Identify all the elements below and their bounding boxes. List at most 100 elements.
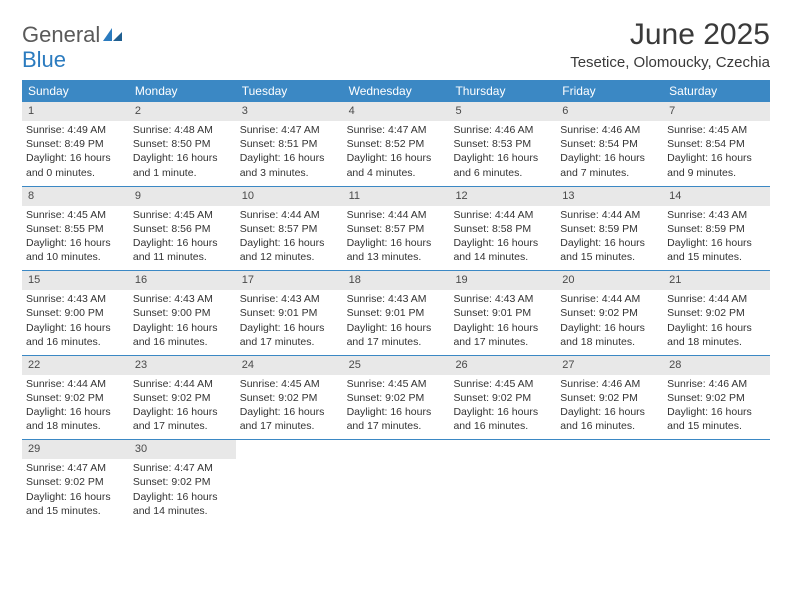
day-cell: 29Sunrise: 4:47 AMSunset: 9:02 PMDayligh…	[22, 440, 129, 524]
day-details: Sunrise: 4:44 AMSunset: 8:58 PMDaylight:…	[449, 206, 556, 271]
day-details: Sunrise: 4:43 AMSunset: 9:01 PMDaylight:…	[343, 290, 450, 355]
day-number: 11	[343, 187, 450, 206]
week-row: 8Sunrise: 4:45 AMSunset: 8:55 PMDaylight…	[22, 186, 770, 271]
sunset-text: Sunset: 9:02 PM	[26, 391, 125, 405]
day-number: 26	[449, 356, 556, 375]
sunset-text: Sunset: 8:55 PM	[26, 222, 125, 236]
day-cell: 1Sunrise: 4:49 AMSunset: 8:49 PMDaylight…	[22, 102, 129, 186]
day-header-row: SundayMondayTuesdayWednesdayThursdayFrid…	[22, 80, 770, 102]
week-row: 29Sunrise: 4:47 AMSunset: 9:02 PMDayligh…	[22, 439, 770, 524]
day-cell: 22 Sunrise: 4:44 AMSunset: 9:02 PMDayligh…	[22, 356, 129, 440]
sunrise-text: Sunrise: 4:43 AM	[667, 208, 766, 222]
day-number: 6	[556, 102, 663, 121]
day-details: Sunrise: 4:47 AMSunset: 8:51 PMDaylight:…	[236, 121, 343, 186]
sunset-text: Sunset: 9:02 PM	[347, 391, 446, 405]
daylight-text: Daylight: 16 hours and 15 minutes.	[667, 236, 766, 264]
sunset-text: Sunset: 8:52 PM	[347, 137, 446, 151]
sunset-text: Sunset: 9:01 PM	[347, 306, 446, 320]
sunrise-text: Sunrise: 4:43 AM	[26, 292, 125, 306]
day-cell: 23Sunrise: 4:44 AMSunset: 9:02 PMDayligh…	[129, 356, 236, 440]
day-number: 22	[22, 356, 129, 375]
day-cell: 5Sunrise: 4:46 AMSunset: 8:53 PMDaylight…	[449, 102, 556, 186]
daylight-text: Daylight: 16 hours and 17 minutes.	[133, 405, 232, 433]
day-number: 24	[236, 356, 343, 375]
empty-cell	[663, 440, 770, 524]
title-block: June 2025 Tesetice, Olomoucky, Czechia	[570, 18, 770, 71]
day-details: Sunrise: 4:44 AMSunset: 8:59 PMDaylight:…	[556, 206, 663, 271]
sunset-text: Sunset: 8:57 PM	[347, 222, 446, 236]
day-cell: 8Sunrise: 4:45 AMSunset: 8:55 PMDaylight…	[22, 187, 129, 271]
day-number: 27	[556, 356, 663, 375]
day-details: Sunrise: 4:46 AMSunset: 8:53 PMDaylight:…	[449, 121, 556, 186]
week-row: 1Sunrise: 4:49 AMSunset: 8:49 PMDaylight…	[22, 102, 770, 186]
sunset-text: Sunset: 8:49 PM	[26, 137, 125, 151]
daylight-text: Daylight: 16 hours and 15 minutes.	[560, 236, 659, 264]
day-header-cell: Monday	[129, 80, 236, 102]
sunset-text: Sunset: 8:54 PM	[560, 137, 659, 151]
day-cell: 20Sunrise: 4:44 AMSunset: 9:02 PMDayligh…	[556, 271, 663, 355]
day-header-cell: Thursday	[449, 80, 556, 102]
day-cell: 24Sunrise: 4:45 AMSunset: 9:02 PMDayligh…	[236, 356, 343, 440]
day-cell: 14Sunrise: 4:43 AMSunset: 8:59 PMDayligh…	[663, 187, 770, 271]
day-number: 21	[663, 271, 770, 290]
sunset-text: Sunset: 9:02 PM	[453, 391, 552, 405]
logo-text-general: General	[22, 22, 100, 47]
sunrise-text: Sunrise: 4:49 AM	[26, 123, 125, 137]
sunset-text: Sunset: 8:56 PM	[133, 222, 232, 236]
day-number: 28	[663, 356, 770, 375]
day-number: 4	[343, 102, 450, 121]
daylight-text: Daylight: 16 hours and 15 minutes.	[667, 405, 766, 433]
daylight-text: Daylight: 16 hours and 13 minutes.	[347, 236, 446, 264]
day-details: Sunrise: 4:43 AMSunset: 9:00 PMDaylight:…	[22, 290, 129, 355]
sunset-text: Sunset: 9:00 PM	[26, 306, 125, 320]
day-cell: 3Sunrise: 4:47 AMSunset: 8:51 PMDaylight…	[236, 102, 343, 186]
logo-text-blue: Blue	[22, 47, 66, 72]
day-number: 15	[22, 271, 129, 290]
sunset-text: Sunset: 9:02 PM	[26, 475, 125, 489]
sunset-text: Sunset: 8:50 PM	[133, 137, 232, 151]
daylight-text: Daylight: 16 hours and 4 minutes.	[347, 151, 446, 179]
daylight-text: Daylight: 16 hours and 17 minutes.	[240, 405, 339, 433]
daylight-text: Daylight: 16 hours and 14 minutes.	[133, 490, 232, 518]
day-number: 29	[22, 440, 129, 459]
sunrise-text: Sunrise: 4:47 AM	[26, 461, 125, 475]
daylight-text: Daylight: 16 hours and 18 minutes.	[667, 321, 766, 349]
sunrise-text: Sunrise: 4:44 AM	[560, 292, 659, 306]
daylight-text: Daylight: 16 hours and 18 minutes.	[26, 405, 125, 433]
day-details: Sunrise: 4:49 AMSunset: 8:49 PMDaylight:…	[22, 121, 129, 186]
day-number: 17	[236, 271, 343, 290]
week-row: 22Sunrise: 4:44 AMSunset: 9:02 PMDayligh…	[22, 355, 770, 440]
day-number: 30	[129, 440, 236, 459]
month-title: June 2025	[570, 18, 770, 52]
sunrise-text: Sunrise: 4:44 AM	[453, 208, 552, 222]
day-cell: 18Sunrise: 4:43 AMSunset: 9:01 PMDayligh…	[343, 271, 450, 355]
daylight-text: Daylight: 16 hours and 16 minutes.	[560, 405, 659, 433]
week-row: 15Sunrise: 4:43 AMSunset: 9:00 PMDayligh…	[22, 270, 770, 355]
sunrise-text: Sunrise: 4:44 AM	[240, 208, 339, 222]
daylight-text: Daylight: 16 hours and 14 minutes.	[453, 236, 552, 264]
sunrise-text: Sunrise: 4:44 AM	[560, 208, 659, 222]
daylight-text: Daylight: 16 hours and 3 minutes.	[240, 151, 339, 179]
day-number: 12	[449, 187, 556, 206]
day-number: 5	[449, 102, 556, 121]
sunrise-text: Sunrise: 4:45 AM	[133, 208, 232, 222]
day-number: 25	[343, 356, 450, 375]
day-details: Sunrise: 4:46 AMSunset: 8:54 PMDaylight:…	[556, 121, 663, 186]
sunrise-text: Sunrise: 4:45 AM	[240, 377, 339, 391]
sunrise-text: Sunrise: 4:44 AM	[26, 377, 125, 391]
day-details: Sunrise: 4:45 AMSunset: 8:54 PMDaylight:…	[663, 121, 770, 186]
day-details: Sunrise: 4:47 AMSunset: 8:52 PMDaylight:…	[343, 121, 450, 186]
day-details: Sunrise: 4:45 AMSunset: 8:55 PMDaylight:…	[22, 206, 129, 271]
sunrise-text: Sunrise: 4:46 AM	[560, 377, 659, 391]
calendar: SundayMondayTuesdayWednesdayThursdayFrid…	[22, 80, 770, 524]
sunrise-text: Sunrise: 4:44 AM	[133, 377, 232, 391]
sunset-text: Sunset: 9:01 PM	[453, 306, 552, 320]
sunrise-text: Sunrise: 4:44 AM	[667, 292, 766, 306]
day-header-cell: Saturday	[663, 80, 770, 102]
sunrise-text: Sunrise: 4:45 AM	[26, 208, 125, 222]
sunrise-text: Sunrise: 4:43 AM	[347, 292, 446, 306]
day-cell: 10Sunrise: 4:44 AMSunset: 8:57 PMDayligh…	[236, 187, 343, 271]
sunset-text: Sunset: 8:59 PM	[560, 222, 659, 236]
sunrise-text: Sunrise: 4:47 AM	[133, 461, 232, 475]
day-details: Sunrise: 4:44 AMSunset: 9:02 PMDaylight:…	[129, 375, 236, 440]
